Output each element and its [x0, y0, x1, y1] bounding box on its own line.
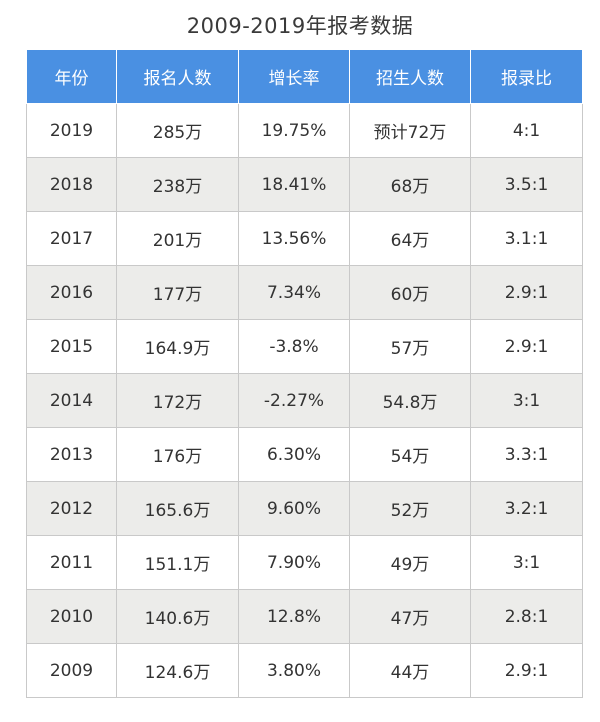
cell-applicants: 238万: [116, 157, 239, 212]
cell-applicants: 285万: [116, 103, 239, 158]
data-table: 年份 报名人数 增长率 招生人数 报录比 2019 285万 19.75% 预计…: [26, 49, 583, 698]
table-row: 2014 172万 -2.27% 54.8万 3:1: [26, 373, 583, 428]
cell-year: 2011: [26, 535, 117, 590]
cell-enrollment: 49万: [349, 535, 471, 590]
table-row: 2019 285万 19.75% 预计72万 4:1: [26, 103, 583, 158]
cell-year: 2018: [26, 157, 117, 212]
cell-growth-rate: -3.8%: [238, 319, 350, 374]
cell-applicants: 140.6万: [116, 589, 239, 644]
table-row: 2012 165.6万 9.60% 52万 3.2:1: [26, 481, 583, 536]
cell-ratio: 3:1: [470, 535, 583, 590]
cell-year: 2014: [26, 373, 117, 428]
cell-enrollment: 47万: [349, 589, 471, 644]
header-enrollment: 招生人数: [349, 49, 471, 104]
cell-enrollment: 64万: [349, 211, 471, 266]
header-year: 年份: [26, 49, 117, 104]
cell-year: 2015: [26, 319, 117, 374]
cell-year: 2013: [26, 427, 117, 482]
cell-year: 2012: [26, 481, 117, 536]
cell-ratio: 3.2:1: [470, 481, 583, 536]
cell-applicants: 151.1万: [116, 535, 239, 590]
cell-ratio: 2.9:1: [470, 643, 583, 698]
cell-enrollment: 68万: [349, 157, 471, 212]
cell-growth-rate: 9.60%: [238, 481, 350, 536]
cell-ratio: 2.9:1: [470, 265, 583, 320]
cell-enrollment: 54万: [349, 427, 471, 482]
cell-enrollment: 44万: [349, 643, 471, 698]
table-row: 2017 201万 13.56% 64万 3.1:1: [26, 211, 583, 266]
cell-enrollment: 52万: [349, 481, 471, 536]
table-row: 2015 164.9万 -3.8% 57万 2.9:1: [26, 319, 583, 374]
cell-year: 2016: [26, 265, 117, 320]
cell-growth-rate: 7.90%: [238, 535, 350, 590]
table-row: 2011 151.1万 7.90% 49万 3:1: [26, 535, 583, 590]
cell-enrollment: 57万: [349, 319, 471, 374]
cell-applicants: 124.6万: [116, 643, 239, 698]
cell-ratio: 3.1:1: [470, 211, 583, 266]
cell-enrollment: 60万: [349, 265, 471, 320]
cell-enrollment: 预计72万: [349, 103, 471, 158]
cell-growth-rate: 18.41%: [238, 157, 350, 212]
table-row: 2009 124.6万 3.80% 44万 2.9:1: [26, 643, 583, 698]
cell-growth-rate: 19.75%: [238, 103, 350, 158]
header-applicants: 报名人数: [116, 49, 239, 104]
cell-enrollment: 54.8万: [349, 373, 471, 428]
table-row: 2010 140.6万 12.8% 47万 2.8:1: [26, 589, 583, 644]
table-header-row: 年份 报名人数 增长率 招生人数 报录比: [26, 49, 583, 104]
cell-applicants: 172万: [116, 373, 239, 428]
cell-applicants: 176万: [116, 427, 239, 482]
cell-applicants: 201万: [116, 211, 239, 266]
header-growth-rate: 增长率: [238, 49, 350, 104]
cell-applicants: 177万: [116, 265, 239, 320]
cell-ratio: 3.3:1: [470, 427, 583, 482]
header-ratio: 报录比: [470, 49, 583, 104]
cell-growth-rate: -2.27%: [238, 373, 350, 428]
cell-ratio: 4:1: [470, 103, 583, 158]
table-row: 2013 176万 6.30% 54万 3.3:1: [26, 427, 583, 482]
cell-year: 2010: [26, 589, 117, 644]
cell-growth-rate: 3.80%: [238, 643, 350, 698]
cell-growth-rate: 12.8%: [238, 589, 350, 644]
table-body: 2019 285万 19.75% 预计72万 4:1 2018 238万 18.…: [26, 103, 583, 698]
cell-ratio: 2.9:1: [470, 319, 583, 374]
cell-year: 2017: [26, 211, 117, 266]
cell-applicants: 164.9万: [116, 319, 239, 374]
cell-year: 2019: [26, 103, 117, 158]
table-row: 2016 177万 7.34% 60万 2.9:1: [26, 265, 583, 320]
cell-year: 2009: [26, 643, 117, 698]
cell-growth-rate: 6.30%: [238, 427, 350, 482]
table-header: 年份 报名人数 增长率 招生人数 报录比: [26, 49, 583, 104]
page-title: 2009-2019年报考数据: [186, 14, 414, 38]
cell-ratio: 3:1: [470, 373, 583, 428]
table-row: 2018 238万 18.41% 68万 3.5:1: [26, 157, 583, 212]
cell-applicants: 165.6万: [116, 481, 239, 536]
cell-ratio: 3.5:1: [470, 157, 583, 212]
cell-growth-rate: 13.56%: [238, 211, 350, 266]
cell-growth-rate: 7.34%: [238, 265, 350, 320]
cell-ratio: 2.8:1: [470, 589, 583, 644]
